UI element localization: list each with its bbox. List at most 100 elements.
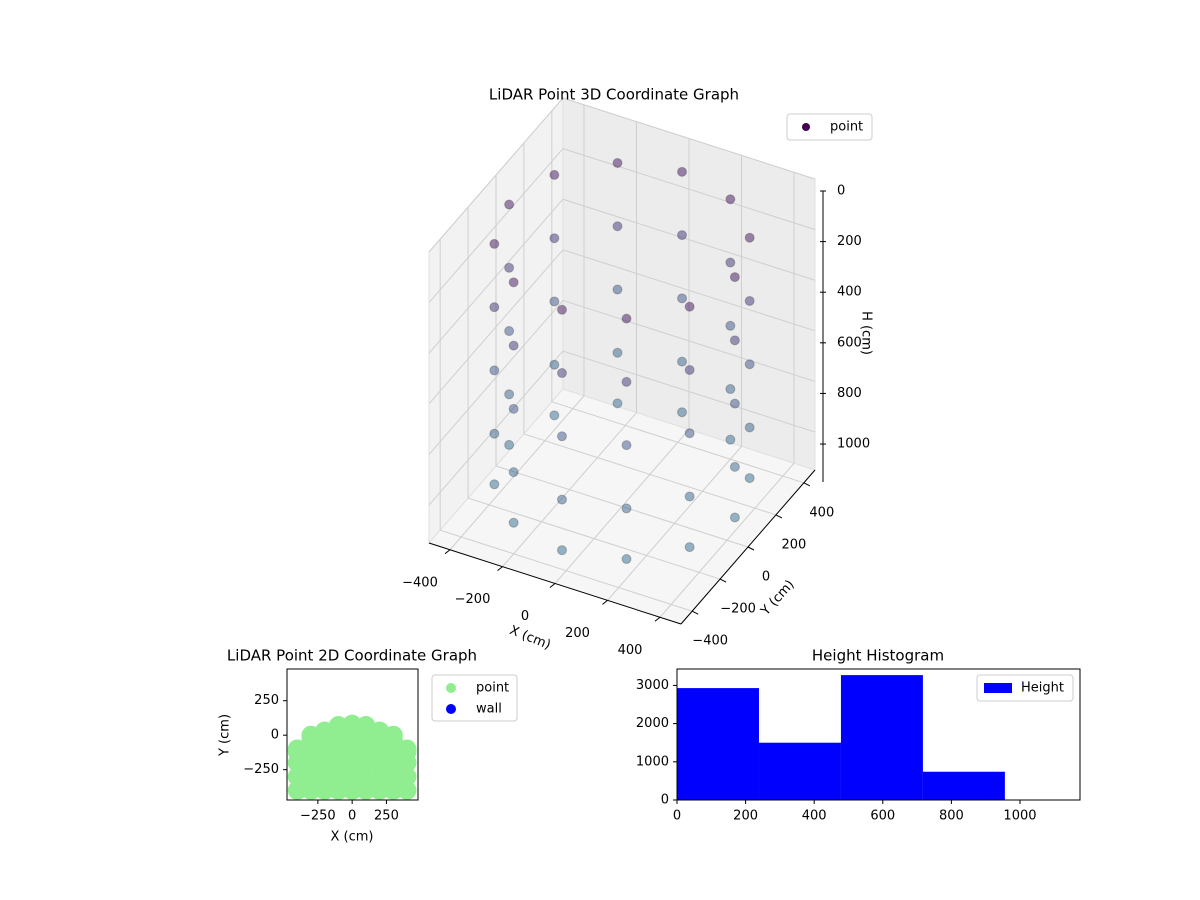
point	[612, 221, 623, 232]
grid-line	[428, 148, 564, 303]
grid-line	[495, 465, 749, 548]
point	[556, 431, 567, 442]
legend-marker	[446, 683, 456, 693]
point	[489, 479, 500, 490]
point	[383, 767, 403, 787]
legend-marker	[802, 123, 810, 131]
bar	[840, 675, 923, 800]
point	[729, 461, 740, 472]
point	[315, 739, 335, 759]
point	[328, 739, 348, 759]
y-tick-label: −400	[692, 634, 728, 649]
point	[729, 398, 740, 409]
z-axis-label: H (cm)	[859, 311, 874, 355]
z-tick-label: 0	[837, 184, 845, 199]
point	[301, 753, 321, 773]
y-tick-label: 250	[254, 693, 279, 708]
point	[356, 739, 376, 759]
x-axis-label: X (cm)	[331, 830, 374, 845]
y-tick-label: 0	[271, 728, 279, 743]
x-tick-label: 1000	[1003, 809, 1036, 824]
chart-title: LiDAR Point 3D Coordinate Graph	[489, 86, 739, 104]
grid-line	[428, 350, 564, 506]
point	[725, 434, 736, 445]
x-tick-label: 0	[673, 809, 681, 824]
point	[489, 428, 500, 439]
x-axis-line	[428, 542, 682, 625]
point	[684, 428, 695, 439]
point	[684, 491, 695, 502]
point	[549, 169, 560, 180]
point	[556, 304, 567, 315]
point	[356, 767, 376, 787]
x-tick	[602, 599, 608, 605]
x-tick	[549, 583, 556, 588]
point	[677, 230, 688, 241]
z-tick-label: 400	[837, 285, 862, 300]
point	[397, 767, 417, 787]
point	[725, 320, 736, 331]
legend-label: Height	[1021, 681, 1064, 696]
y-tick	[691, 610, 699, 615]
grid-line	[562, 249, 816, 332]
point	[342, 780, 362, 800]
point	[684, 364, 695, 375]
point	[744, 295, 755, 306]
point	[744, 232, 755, 243]
point	[504, 262, 515, 273]
point	[677, 356, 688, 367]
bar	[758, 742, 841, 800]
point	[397, 742, 417, 762]
point	[549, 233, 560, 244]
x-tick	[444, 549, 451, 555]
point	[328, 716, 348, 736]
point	[508, 403, 519, 414]
point	[556, 368, 567, 379]
point	[621, 440, 632, 451]
point	[342, 753, 362, 773]
point	[612, 398, 623, 409]
z-tick-label: 600	[837, 335, 862, 350]
point	[504, 389, 515, 400]
legend-marker	[446, 704, 456, 714]
x-tick-label: −200	[455, 592, 491, 607]
chart-title: Height Histogram	[812, 647, 944, 665]
grid-line	[551, 401, 804, 484]
point	[549, 296, 560, 307]
grid-line	[428, 97, 564, 253]
point	[315, 753, 335, 773]
legend-marker	[984, 683, 1012, 693]
point	[489, 238, 500, 249]
x-tick-label: 250	[374, 809, 399, 824]
grid-line	[440, 529, 693, 612]
x-tick-label: −400	[402, 575, 438, 590]
y-tick-label: 200	[782, 537, 807, 552]
x-tick-label: 0	[521, 609, 529, 624]
grid-line	[467, 497, 721, 580]
point	[677, 166, 688, 177]
point	[301, 767, 321, 787]
y-tick-label: 0	[661, 793, 669, 808]
grid-line	[562, 97, 816, 180]
y-tick-label: 0	[762, 570, 770, 585]
point	[744, 473, 755, 484]
point	[744, 359, 755, 370]
x-tick-label: 200	[565, 626, 590, 641]
point	[328, 767, 348, 787]
z-tick-label: 1000	[837, 437, 870, 452]
point	[383, 780, 403, 800]
axes-frame	[676, 668, 1081, 801]
point	[356, 753, 376, 773]
point	[612, 157, 623, 168]
point	[612, 284, 623, 295]
legend-label: wall	[476, 702, 502, 717]
point	[397, 780, 417, 800]
x-tick-label: 400	[618, 643, 643, 658]
point	[549, 410, 560, 421]
point	[287, 767, 307, 787]
y-tick-label: 3000	[636, 678, 669, 693]
z-tick-label: 800	[837, 386, 862, 401]
point	[684, 301, 695, 312]
point	[612, 347, 623, 358]
